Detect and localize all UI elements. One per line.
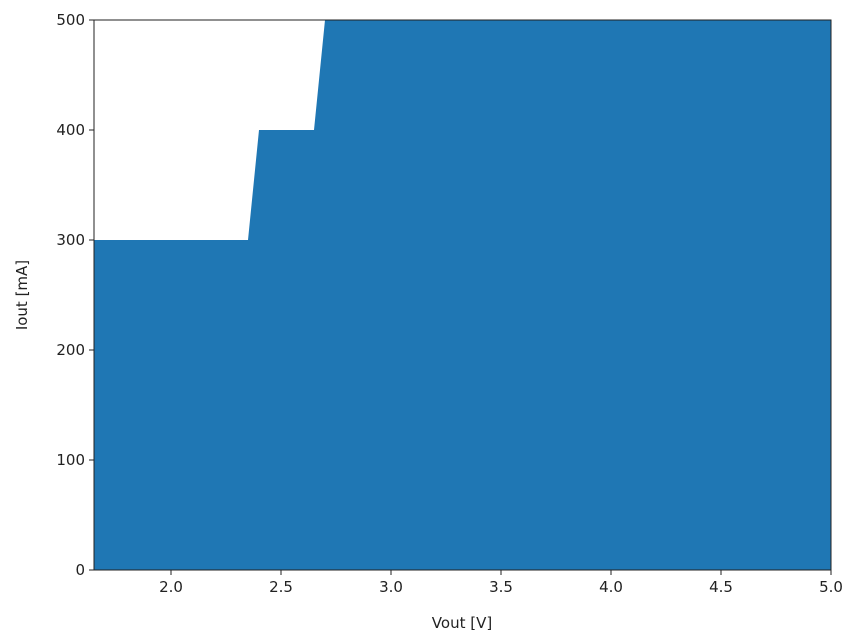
x-tick-label: 2.0 xyxy=(159,578,183,596)
x-tick: 4.5 xyxy=(709,570,733,596)
x-tick: 2.0 xyxy=(159,570,183,596)
y-tick-label: 0 xyxy=(75,561,85,579)
x-tick: 3.5 xyxy=(489,570,513,596)
x-tick: 2.5 xyxy=(269,570,293,596)
y-tick-label: 400 xyxy=(56,121,85,139)
x-tick-label: 3.0 xyxy=(379,578,403,596)
y-tick: 200 xyxy=(56,341,94,359)
y-tick: 300 xyxy=(56,231,94,249)
y-tick-label: 100 xyxy=(56,451,85,469)
x-tick-label: 4.0 xyxy=(599,578,623,596)
y-axis-ticks: 0 100 200 300 400 500 xyxy=(56,11,94,579)
y-tick: 400 xyxy=(56,121,94,139)
x-tick: 3.0 xyxy=(379,570,403,596)
x-tick: 4.0 xyxy=(599,570,623,596)
x-tick-label: 5.0 xyxy=(819,578,843,596)
plot-area xyxy=(93,19,832,571)
y-tick: 100 xyxy=(56,451,94,469)
y-axis-label: Iout [mA] xyxy=(13,260,31,330)
x-tick-label: 4.5 xyxy=(709,578,733,596)
area-series-0 xyxy=(94,20,831,570)
y-tick-label: 500 xyxy=(56,11,85,29)
x-tick-label: 3.5 xyxy=(489,578,513,596)
x-tick-label: 2.5 xyxy=(269,578,293,596)
y-tick-label: 200 xyxy=(56,341,85,359)
axes-frame xyxy=(93,19,832,571)
y-tick: 500 xyxy=(56,11,94,29)
x-axis-ticks: 2.0 2.5 3.0 3.5 4.0 4.5 5.0 xyxy=(159,570,843,596)
y-tick: 0 xyxy=(75,561,94,579)
x-tick: 5.0 xyxy=(819,570,843,596)
x-axis-label: Vout [V] xyxy=(432,614,492,632)
y-tick-label: 300 xyxy=(56,231,85,249)
